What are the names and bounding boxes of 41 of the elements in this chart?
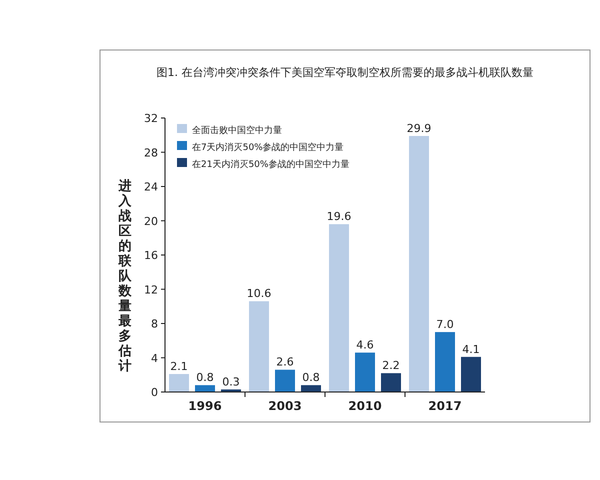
data-label: 29.9: [406, 122, 432, 135]
bar: [355, 352, 375, 392]
x-tick-label: 2010: [348, 399, 382, 413]
bar: [195, 385, 215, 392]
y-tick-label: 16: [144, 249, 158, 262]
bar: [169, 374, 189, 392]
y-tick-label: 20: [144, 214, 158, 228]
y-tick-label: 8: [151, 318, 158, 330]
y-tick-label: 0: [151, 386, 158, 399]
legend-label: 全面击败中国空中力量: [192, 125, 282, 136]
data-label: 2.1: [170, 360, 188, 374]
x-tick-label: 2017: [428, 399, 462, 413]
x-tick-label: 2003: [268, 399, 302, 413]
y-tick-label: 28: [144, 146, 158, 160]
text: 进入战区的联队数量最多估计: [118, 179, 132, 374]
x-tick-label: 1996: [188, 399, 222, 413]
chart-title: 图1. 在台湾冲突冲突条件下美国空军夺取制空权所需要的最多战斗机联队数量: [156, 66, 534, 79]
bar: [301, 385, 321, 392]
data-label: 7.0: [436, 318, 454, 332]
data-label: 0.8: [196, 371, 214, 384]
bar: [409, 136, 429, 392]
bar: [461, 356, 481, 392]
legend-label: 在21天内消灭50%参战的中国空中力量: [192, 159, 350, 170]
data-label: 2.2: [382, 359, 400, 372]
y-tick-label: 12: [144, 283, 158, 296]
bar: [381, 373, 401, 392]
data-label: 4.1: [462, 342, 480, 356]
data-label: 2.6: [276, 356, 294, 369]
y-tick-label: 4: [151, 352, 158, 365]
bar: [275, 370, 295, 392]
bar: [329, 224, 349, 392]
y-tick-label: 24: [144, 180, 158, 194]
data-label: 0.3: [222, 375, 240, 388]
data-label: 10.6: [246, 287, 272, 300]
data-label: 4.6: [356, 338, 374, 352]
data-label: 19.6: [326, 210, 352, 224]
data-label: 0.8: [302, 371, 320, 384]
legend-label: 在7天内消灭50%参战的中国空中力量: [192, 142, 344, 153]
bar: [435, 332, 455, 392]
y-tick-label: 32: [144, 112, 158, 125]
bar: [249, 301, 269, 392]
